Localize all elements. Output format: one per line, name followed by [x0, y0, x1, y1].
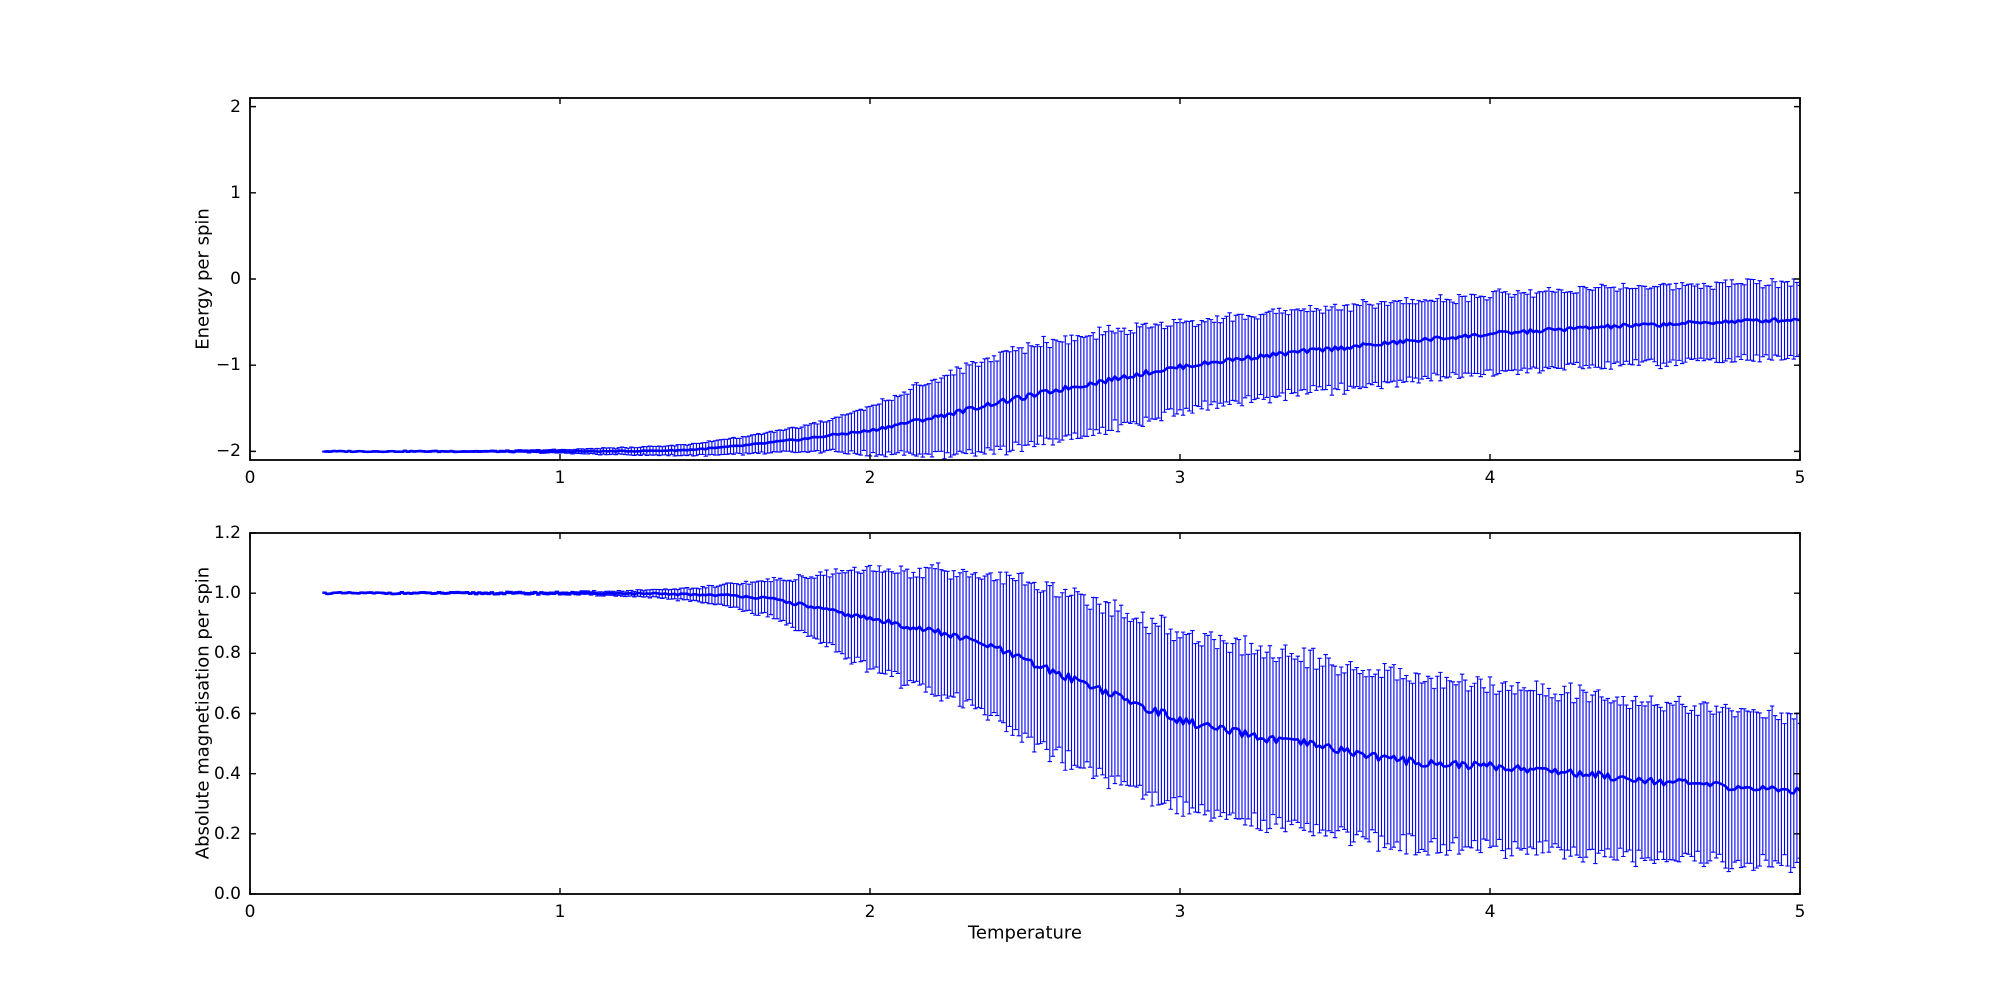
y-tick-label: −2 — [215, 441, 241, 462]
x-tick-label: 1 — [554, 902, 566, 922]
y-tick-label: 1 — [230, 182, 241, 203]
y-tick-label: 1.0 — [213, 583, 241, 604]
y-tick-label: 0.4 — [213, 763, 241, 784]
y-tick-label: 1.2 — [213, 523, 241, 543]
y-tick-label: 2 — [230, 96, 241, 117]
y-tick-label: −1 — [215, 355, 241, 376]
x-axis-label: Temperature — [967, 922, 1083, 944]
x-tick-label: 5 — [1794, 468, 1806, 488]
x-tick-label: 0 — [244, 468, 256, 488]
x-tick-label: 2 — [864, 468, 876, 488]
x-tick-label: 4 — [1484, 468, 1496, 488]
x-tick-label: 2 — [864, 902, 876, 922]
y-tick-label: 0.0 — [213, 884, 241, 904]
y-tick-label: 0 — [230, 269, 241, 289]
x-tick-label: 3 — [1174, 902, 1186, 922]
x-tick-label: 0 — [244, 902, 256, 922]
y-tick-label: 0.6 — [213, 703, 241, 724]
y-tick-label: 0.8 — [213, 643, 241, 664]
y-tick-label: 0.2 — [213, 823, 241, 844]
x-tick-label: 1 — [554, 468, 566, 488]
x-tick-label: 3 — [1174, 468, 1186, 488]
x-tick-label: 4 — [1484, 902, 1496, 922]
x-tick-label: 5 — [1794, 902, 1806, 922]
